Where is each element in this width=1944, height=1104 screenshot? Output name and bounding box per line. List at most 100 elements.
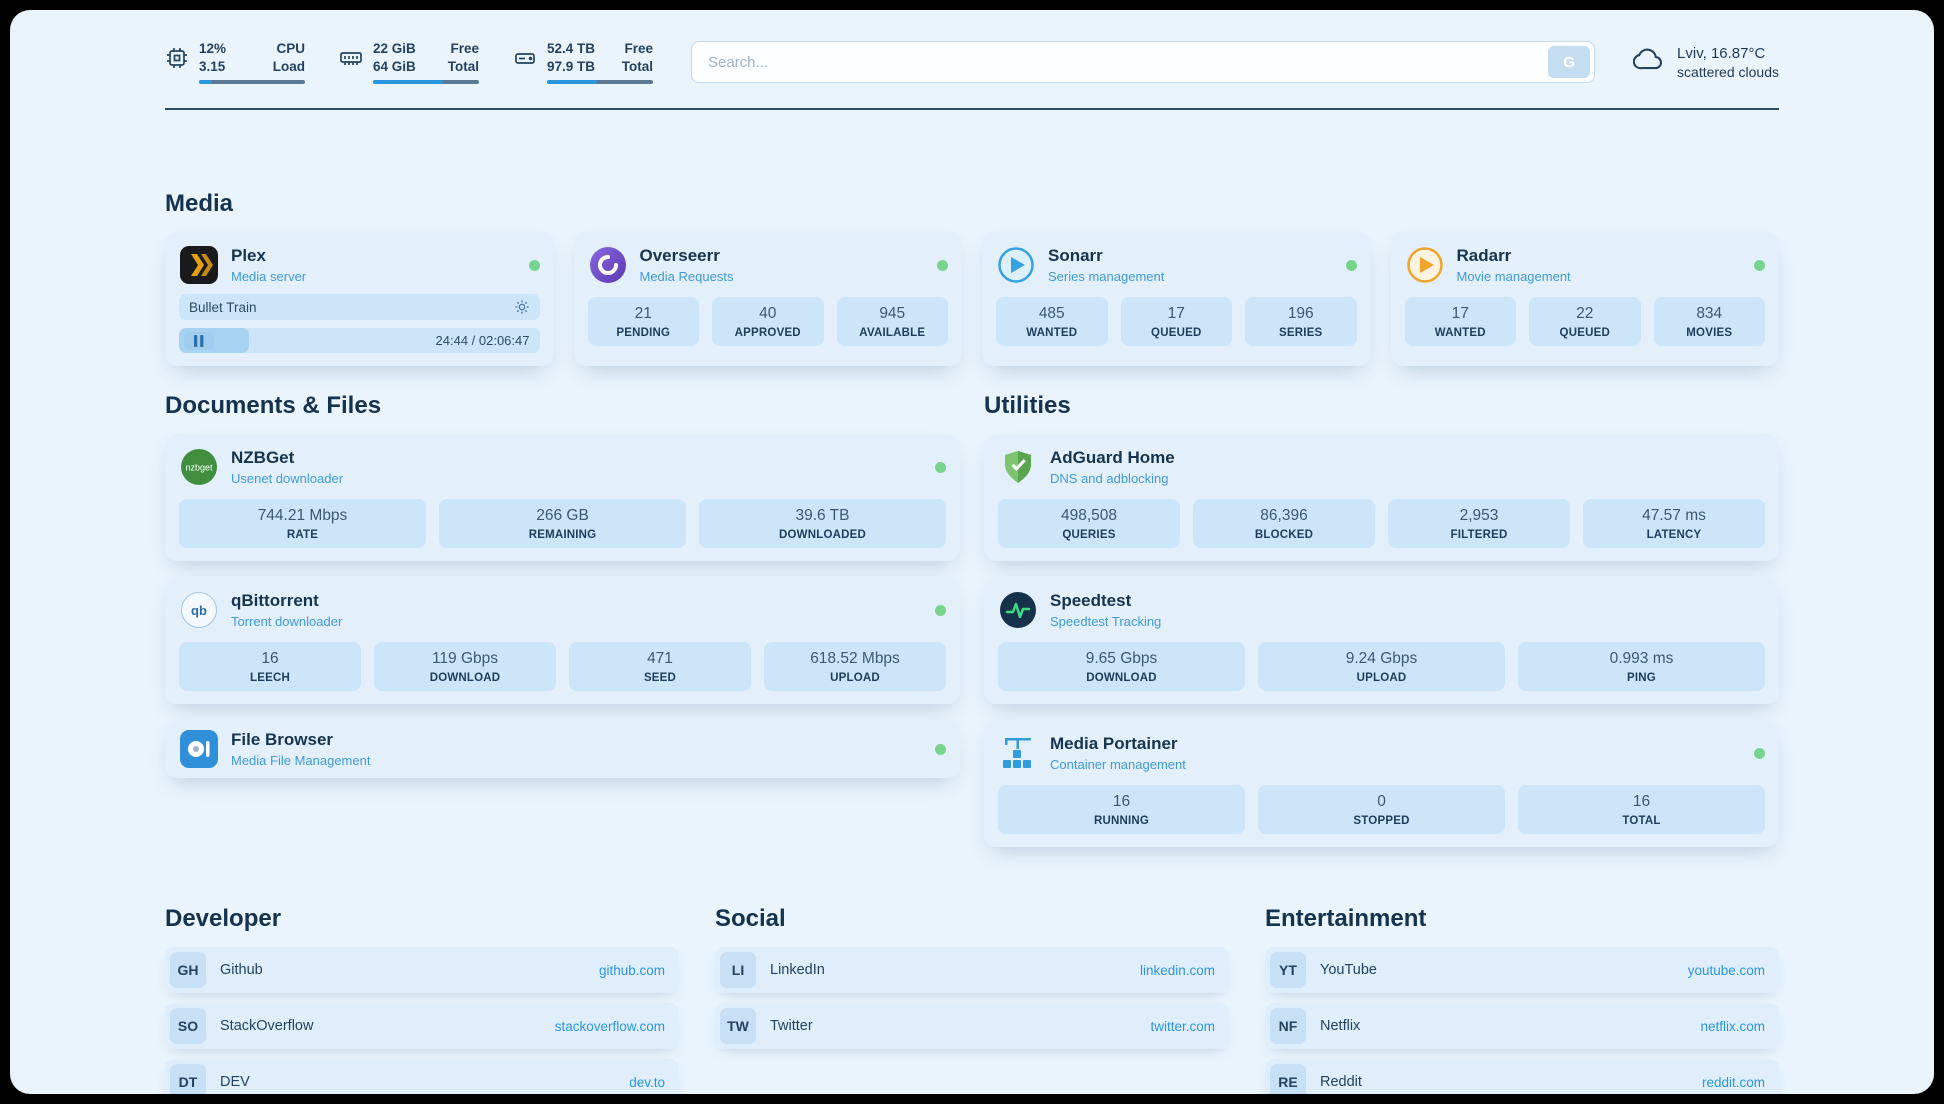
app-name: Media Portainer bbox=[1050, 734, 1178, 754]
section-title-documents: Documents & Files bbox=[165, 392, 382, 420]
stat-wanted: 17 WANTED bbox=[1404, 297, 1516, 347]
overseerr-icon bbox=[588, 245, 628, 285]
stat-wanted: 485 WANTED bbox=[996, 297, 1108, 347]
pause-button[interactable] bbox=[184, 331, 214, 350]
stat-ping: 0.993 ms PING bbox=[1518, 642, 1765, 692]
stat-available: 945 AVAILABLE bbox=[836, 297, 948, 347]
section-title-entertainment: Entertainment bbox=[1265, 905, 1427, 933]
app-subtitle: Speedtest Tracking bbox=[1050, 614, 1162, 630]
app-name: Overseerr bbox=[639, 246, 720, 266]
status-dot bbox=[935, 461, 946, 473]
section-title-media: Media bbox=[165, 190, 234, 218]
linkedin-icon: LI bbox=[720, 952, 756, 989]
stat-leech: 16 LEECH bbox=[179, 642, 361, 692]
app-card-radarr[interactable]: Radarr Movie management 17 WANTED 22 QUE… bbox=[1390, 232, 1779, 367]
app-card-speedtest[interactable]: Speedtest Speedtest Tracking 9.65 Gbps D… bbox=[984, 577, 1779, 705]
netflix-icon: NF bbox=[1270, 1008, 1306, 1045]
stat-running: 16 RUNNING bbox=[998, 785, 1245, 835]
app-card-plex[interactable]: Plex Media server Bullet Train bbox=[165, 232, 554, 367]
twitter-icon: TW bbox=[720, 1008, 756, 1045]
status-dot bbox=[528, 259, 540, 271]
disk-progress-bar bbox=[547, 80, 653, 85]
stat-download: 119 Gbps DOWNLOAD bbox=[374, 642, 556, 692]
app-card-adguard[interactable]: AdGuard Home DNS and adblocking 498,508 … bbox=[984, 434, 1779, 562]
app-subtitle: Usenet downloader bbox=[231, 471, 344, 487]
app-card-qbittorrent[interactable]: qb qBittorrent Torrent downloader 16 LEE… bbox=[165, 577, 960, 705]
ram-free-label: Free bbox=[450, 41, 479, 56]
disk-total-label: Total bbox=[621, 58, 653, 74]
qbittorrent-icon-text: qb bbox=[191, 603, 207, 618]
app-card-sonarr[interactable]: Sonarr Series management 485 WANTED 17 Q… bbox=[982, 232, 1371, 367]
bookmark-reddit[interactable]: RE Reddit reddit.com bbox=[1265, 1059, 1779, 1094]
cpu-load-label: Load bbox=[272, 58, 305, 74]
stat-movies: 834 MOVIES bbox=[1653, 297, 1765, 347]
app-name: Sonarr bbox=[1048, 246, 1103, 266]
app-name: Plex bbox=[231, 246, 266, 266]
cpu-progress-bar bbox=[199, 80, 305, 85]
bookmark-github[interactable]: GH Github github.com bbox=[165, 947, 679, 994]
header-divider bbox=[165, 108, 1779, 111]
app-card-filebrowser[interactable]: File Browser Media File Management bbox=[165, 720, 960, 779]
now-playing-title: Bullet Train bbox=[189, 299, 257, 315]
stat-blocked: 86,396 BLOCKED bbox=[1193, 499, 1375, 549]
stat-upload: 618.52 Mbps UPLOAD bbox=[764, 642, 946, 692]
app-subtitle: Movie management bbox=[1456, 269, 1571, 285]
status-dot bbox=[1754, 747, 1765, 759]
bookmark-netflix[interactable]: NF Netflix netflix.com bbox=[1265, 1003, 1779, 1050]
stat-queued: 17 QUEUED bbox=[1120, 297, 1232, 347]
app-name: Speedtest bbox=[1050, 591, 1132, 611]
search-bar: G bbox=[691, 41, 1596, 84]
bookmark-youtube[interactable]: YT YouTube youtube.com bbox=[1265, 947, 1779, 994]
app-card-nzbget[interactable]: nzbget NZBGet Usenet downloader 744.21 M… bbox=[165, 434, 960, 562]
app-card-overseerr[interactable]: Overseerr Media Requests 21 PENDING 40 A… bbox=[573, 232, 962, 367]
app-subtitle: Series management bbox=[1048, 269, 1165, 285]
cloud-icon bbox=[1632, 46, 1665, 78]
stat-downloaded: 39.6 TB DOWNLOADED bbox=[699, 499, 946, 549]
system-metrics: 12% CPU 3.15 Load bbox=[165, 40, 653, 85]
section-title-developer: Developer bbox=[165, 905, 282, 933]
disk-free-value: 52.4 TB bbox=[547, 41, 596, 56]
app-name: NZBGet bbox=[231, 448, 295, 468]
stat-stopped: 0 STOPPED bbox=[1258, 785, 1505, 835]
speedtest-icon bbox=[998, 590, 1038, 630]
stat-remaining: 266 GB REMAINING bbox=[439, 499, 686, 549]
search-input[interactable] bbox=[691, 41, 1596, 84]
cpu-load-widget: 12% CPU 3.15 Load bbox=[165, 40, 305, 85]
ram-icon bbox=[339, 46, 363, 70]
stat-queries: 498,508 QUERIES bbox=[998, 499, 1180, 549]
stat-upload: 9.24 Gbps UPLOAD bbox=[1258, 642, 1505, 692]
app-name: qBittorrent bbox=[231, 591, 319, 611]
search-engine-button[interactable]: G bbox=[1548, 46, 1591, 79]
top-bar: 12% CPU 3.15 Load bbox=[165, 40, 1779, 85]
ram-widget: 22 GiB Free 64 GiB Total bbox=[339, 40, 479, 85]
bookmark-twitter[interactable]: TW Twitter twitter.com bbox=[715, 1003, 1229, 1050]
app-name: File Browser bbox=[231, 730, 334, 750]
bookmark-stackoverflow[interactable]: SO StackOverflow stackoverflow.com bbox=[165, 1003, 679, 1050]
disk-widget: 52.4 TB Free 97.9 TB Total bbox=[513, 40, 653, 85]
bookmark-dev[interactable]: DT DEV dev.to bbox=[165, 1059, 679, 1094]
radarr-icon bbox=[1405, 245, 1445, 285]
app-card-portainer[interactable]: Media Portainer Container management 16 … bbox=[984, 720, 1779, 848]
stat-download: 9.65 Gbps DOWNLOAD bbox=[998, 642, 1245, 692]
status-dot bbox=[1345, 259, 1357, 271]
gear-icon[interactable] bbox=[514, 299, 530, 315]
weather-condition: scattered clouds bbox=[1677, 63, 1779, 80]
dashboard-page: 12% CPU 3.15 Load bbox=[10, 10, 1934, 1094]
filebrowser-icon bbox=[179, 729, 219, 769]
weather-widget: Lviv, 16.87°C scattered clouds bbox=[1632, 45, 1779, 80]
cpu-load-value: 3.15 bbox=[199, 58, 226, 74]
app-subtitle: DNS and adblocking bbox=[1050, 471, 1169, 487]
dev-icon: DT bbox=[170, 1064, 206, 1094]
app-name: Radarr bbox=[1456, 246, 1512, 266]
app-subtitle: Media File Management bbox=[231, 753, 371, 769]
bookmark-linkedin[interactable]: LI LinkedIn linkedin.com bbox=[715, 947, 1229, 994]
playback-progress-bar[interactable]: 24:44 / 02:06:47 bbox=[179, 328, 540, 354]
stat-seed: 471 SEED bbox=[569, 642, 751, 692]
ram-progress-bar bbox=[373, 80, 479, 85]
portainer-icon bbox=[998, 733, 1038, 773]
nzbget-icon-text: nzbget bbox=[185, 463, 213, 473]
status-dot bbox=[935, 604, 946, 616]
stat-rate: 744.21 Mbps RATE bbox=[179, 499, 426, 549]
stat-latency: 47.57 ms LATENCY bbox=[1583, 499, 1765, 549]
disk-free-label: Free bbox=[624, 41, 653, 56]
